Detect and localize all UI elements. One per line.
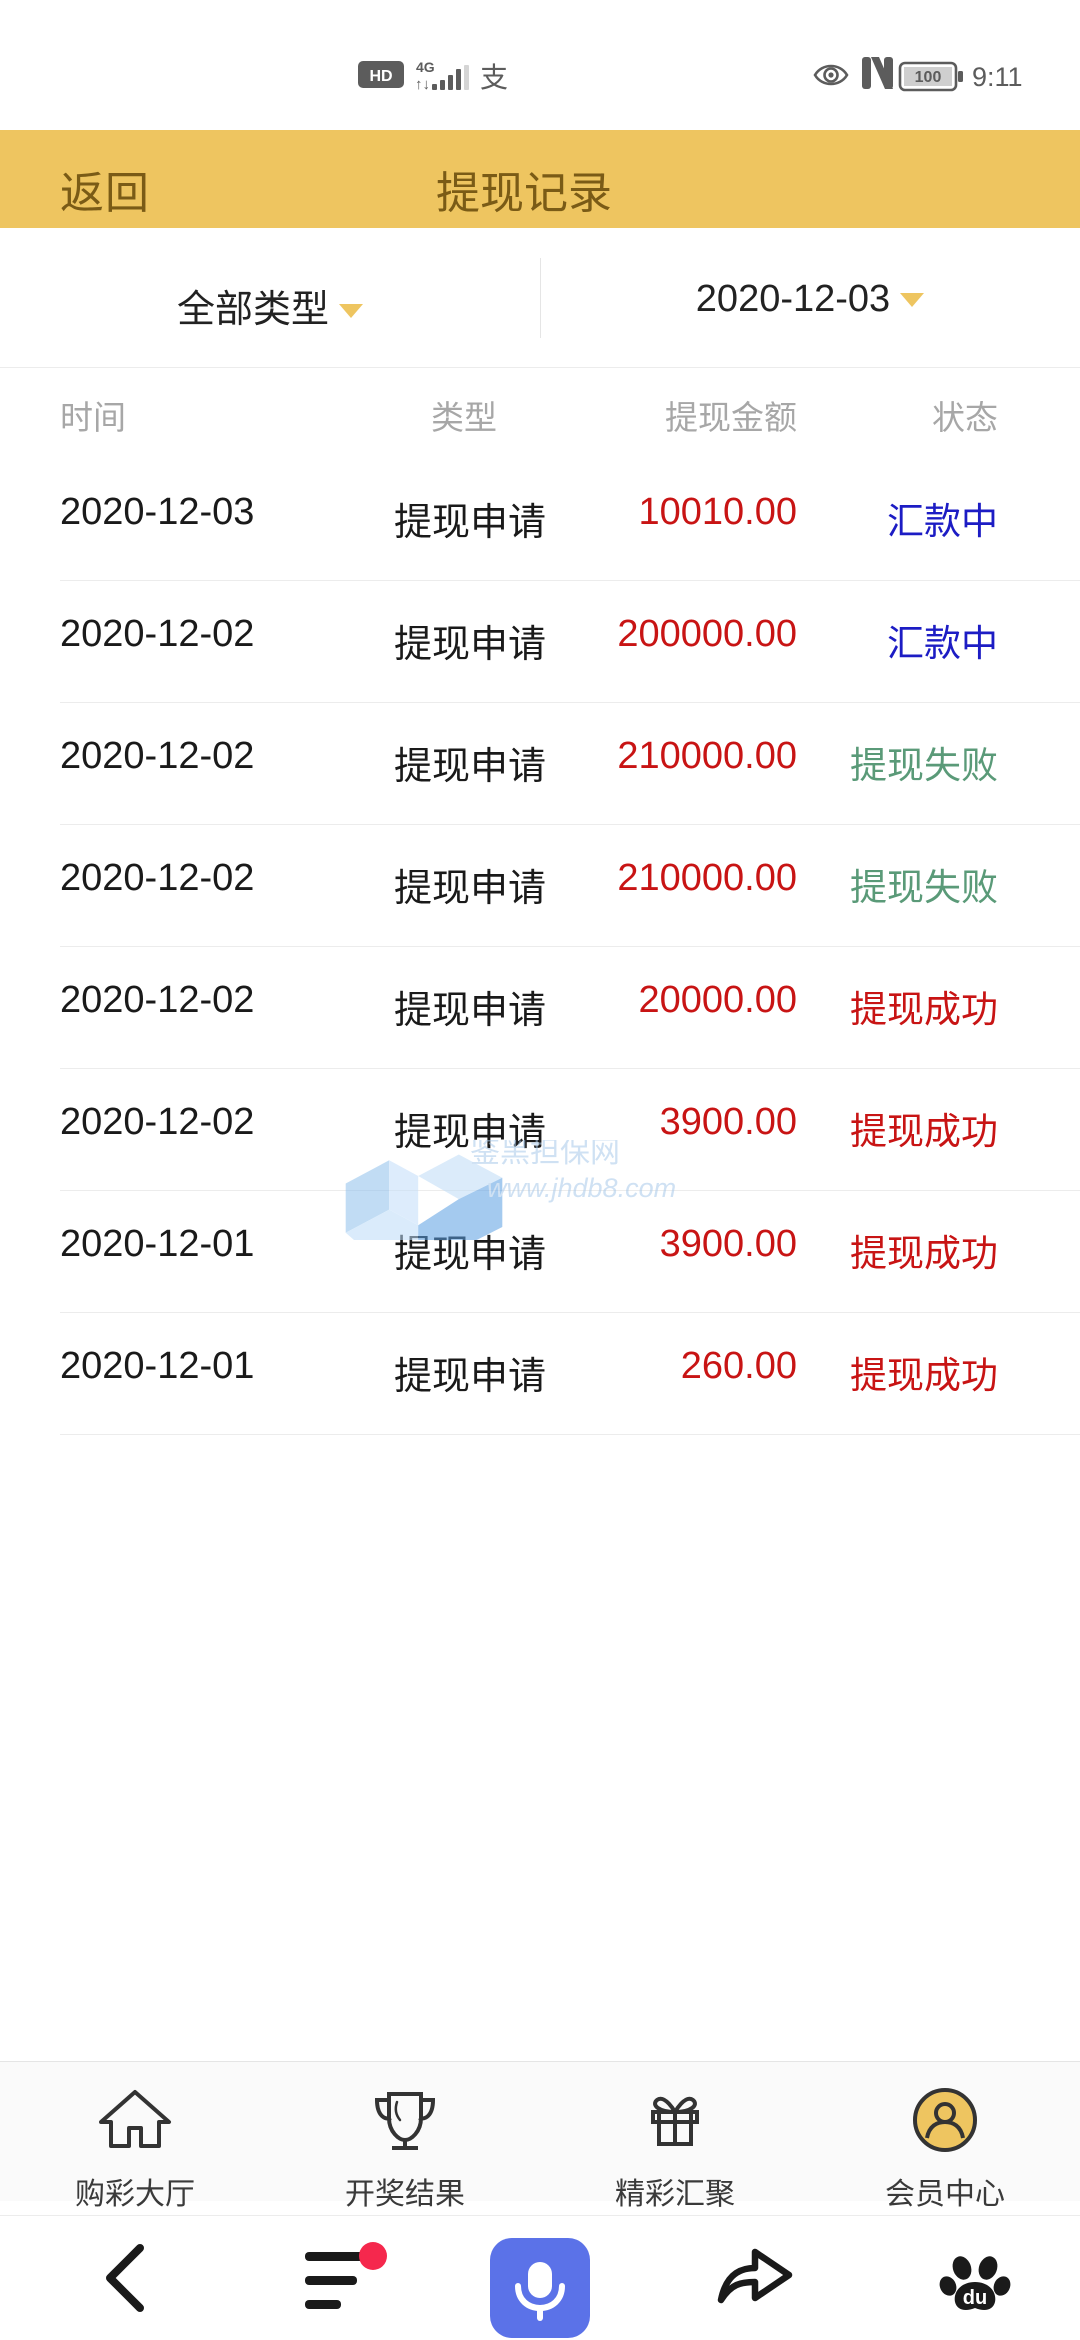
svg-text:↑↓: ↑↓ <box>415 76 430 93</box>
svg-text:du: du <box>963 2287 987 2309</box>
svg-text:鉴黑担保网: 鉴黑担保网 <box>470 1140 620 1169</box>
svg-text:100: 100 <box>915 69 942 86</box>
svg-text:www.jhdb8.com: www.jhdb8.com <box>487 1173 676 1203</box>
svg-text:支: 支 <box>480 62 508 93</box>
svg-text:HD: HD <box>369 68 392 85</box>
svg-text:9:11: 9:11 <box>972 62 1023 92</box>
svg-text:4G: 4G <box>416 59 435 75</box>
